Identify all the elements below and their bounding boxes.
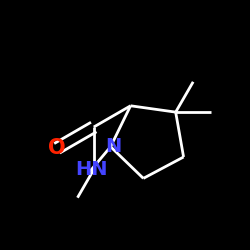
Text: HN: HN [75, 160, 108, 179]
Text: N: N [105, 137, 121, 156]
Text: O: O [48, 138, 66, 158]
